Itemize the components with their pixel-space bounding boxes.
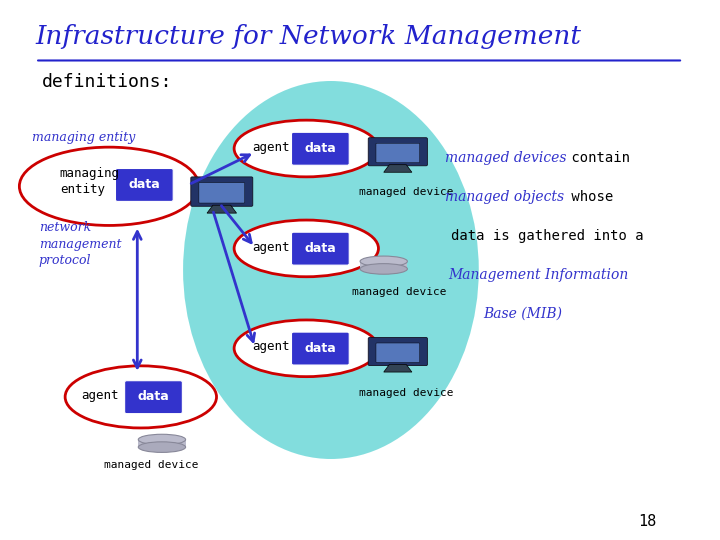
Ellipse shape bbox=[234, 120, 379, 177]
Text: 18: 18 bbox=[639, 514, 657, 529]
Text: definitions:: definitions: bbox=[42, 73, 173, 91]
Ellipse shape bbox=[234, 220, 379, 276]
Polygon shape bbox=[138, 440, 186, 447]
Ellipse shape bbox=[183, 81, 479, 459]
Text: data: data bbox=[128, 178, 161, 191]
Text: data: data bbox=[305, 142, 336, 155]
FancyBboxPatch shape bbox=[125, 381, 182, 414]
Text: contain: contain bbox=[563, 151, 630, 165]
Ellipse shape bbox=[360, 256, 408, 267]
Text: managed device: managed device bbox=[359, 187, 454, 198]
Ellipse shape bbox=[138, 434, 186, 445]
Ellipse shape bbox=[234, 320, 379, 377]
Ellipse shape bbox=[360, 264, 408, 274]
Polygon shape bbox=[384, 165, 412, 172]
Text: managing
entity: managing entity bbox=[60, 167, 120, 197]
FancyBboxPatch shape bbox=[368, 138, 428, 166]
FancyBboxPatch shape bbox=[115, 168, 174, 201]
Text: data is gathered into a: data is gathered into a bbox=[451, 229, 643, 243]
Text: Infrastructure for Network Management: Infrastructure for Network Management bbox=[35, 24, 581, 49]
FancyBboxPatch shape bbox=[292, 132, 349, 165]
Text: network
management
protocol: network management protocol bbox=[39, 221, 121, 267]
Ellipse shape bbox=[138, 442, 186, 453]
Polygon shape bbox=[360, 261, 408, 269]
Text: managed device: managed device bbox=[104, 460, 199, 470]
Text: Base (MIB): Base (MIB) bbox=[484, 307, 563, 321]
Ellipse shape bbox=[65, 366, 217, 428]
Text: data: data bbox=[305, 242, 336, 255]
Polygon shape bbox=[384, 364, 412, 372]
Text: managed device: managed device bbox=[359, 388, 454, 398]
Text: agent: agent bbox=[252, 241, 289, 254]
Text: data: data bbox=[138, 390, 169, 403]
Text: managed devices: managed devices bbox=[445, 151, 567, 165]
Text: managed device: managed device bbox=[352, 287, 446, 298]
Text: managing entity: managing entity bbox=[32, 131, 135, 144]
FancyBboxPatch shape bbox=[376, 343, 420, 362]
Text: agent: agent bbox=[252, 340, 289, 353]
Text: agent: agent bbox=[252, 141, 289, 154]
FancyBboxPatch shape bbox=[191, 177, 253, 206]
FancyBboxPatch shape bbox=[376, 143, 420, 163]
Text: data: data bbox=[305, 342, 336, 355]
Polygon shape bbox=[207, 205, 237, 213]
Ellipse shape bbox=[19, 147, 199, 226]
FancyBboxPatch shape bbox=[292, 232, 349, 265]
Text: agent: agent bbox=[81, 389, 119, 402]
Text: managed objects: managed objects bbox=[445, 190, 564, 204]
FancyBboxPatch shape bbox=[199, 183, 245, 203]
FancyBboxPatch shape bbox=[368, 338, 428, 366]
Text: Management Information: Management Information bbox=[449, 268, 629, 282]
FancyBboxPatch shape bbox=[292, 332, 349, 365]
Text: whose: whose bbox=[563, 190, 613, 204]
